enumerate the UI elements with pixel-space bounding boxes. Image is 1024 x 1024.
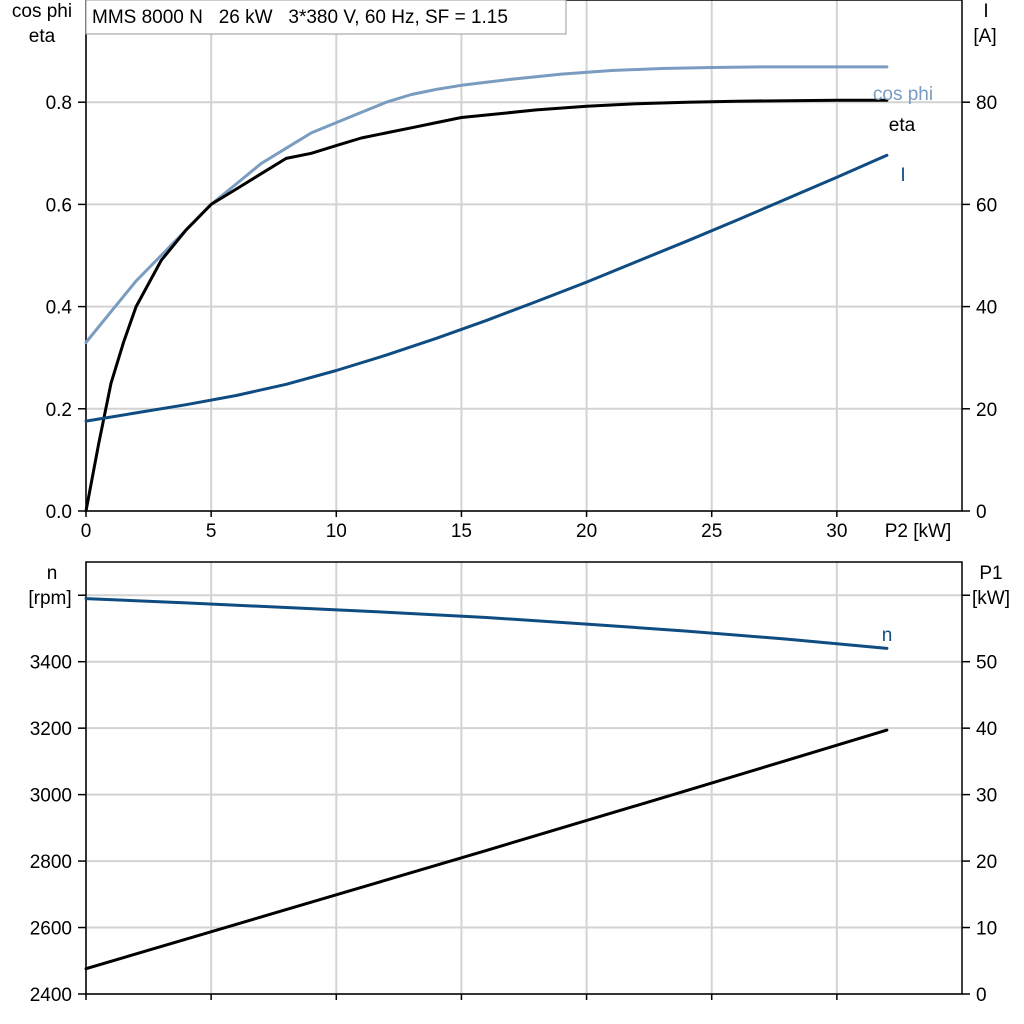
rpm-tick-label: 2400 [30,985,72,1006]
bottom-gridlines [85,562,962,995]
bottom-left-axis-label-2: [rpm] [28,588,71,609]
bottom-right-axis-label-2: [kW] [972,588,1010,609]
top-right-axis-label-1: I [983,1,988,22]
bottom-plot-frame [85,561,963,995]
top-gridlines [85,0,962,512]
p1-tick-label: 20 [976,852,997,873]
series-label-cos-phi: cos phi [873,84,933,105]
bottom-chart-panel: 2400 2600 2800 3000 3200 3400 0 10 20 30 40 50 n [r… [28,561,1010,1006]
left-y-tick-label: 0.2 [46,400,72,421]
bottom-left-axis-label-1: n [47,563,58,584]
bottom-tick-marks: 2400 2600 2800 3000 3200 3400 0 10 20 30 40 50 [30,594,997,1006]
x-tick-label: 10 [326,521,347,542]
rpm-tick-label: 2600 [30,919,72,940]
bottom-series-line-0 [84,597,889,650]
p1-tick-label: 50 [976,653,997,674]
p1-tick-label: 30 [976,786,997,807]
x-tick-label: 0 [81,521,92,542]
x-tick-label: 15 [451,521,472,542]
left-y-tick-label: 0.4 [46,298,73,319]
chart-title-box [85,0,567,35]
rpm-tick-label: 2800 [30,852,72,873]
top-right-axis-label-2: [A] [973,26,996,47]
x-tick-label: 30 [826,521,847,542]
p1-tick-label: 40 [976,719,997,740]
rpm-tick-label: 3000 [30,786,72,807]
left-y-tick-label: 0.8 [46,93,72,114]
right-y-tick-label: 60 [976,195,997,216]
top-left-axis-label-1: cos phi [12,1,72,22]
top-left-axis-label-2: eta [29,26,56,47]
right-y-tick-label: 40 [976,298,997,319]
top-series-line-2 [84,153,889,423]
rpm-tick-label: 3400 [30,653,72,674]
right-y-tick-label: 0 [976,502,987,523]
bottom-right-axis-label-1: P1 [979,563,1002,584]
p1-tick-label: 0 [976,985,987,1006]
series-label-current: I [900,165,905,186]
left-y-tick-label: 0.0 [46,502,72,523]
series-label-eta: eta [889,115,916,136]
x-tick-label: 20 [576,521,597,542]
x-tick-label: 5 [206,521,217,542]
bottom-curves [84,597,889,971]
x-tick-label: 25 [701,521,722,542]
right-y-tick-label: 20 [976,400,997,421]
right-y-tick-label: 80 [976,93,997,114]
x-axis-title: P2 [kW] [885,521,952,542]
rpm-tick-label: 3200 [30,719,72,740]
top-series-line-1 [84,98,889,513]
chart-title: MMS 8000 N 26 kW 3*380 V, 60 Hz, SF = 1.… [92,7,508,28]
left-y-tick-label: 0.6 [46,195,72,216]
top-chart-panel: 0 5 10 15 20 25 30 0.0 0.2 0.4 0.6 0.8 0 20 40 60 80 MMS… [12,0,997,542]
top-plot-frame [85,0,963,512]
series-label-speed: n [882,625,893,646]
p1-tick-label: 10 [976,919,997,940]
top-curves [84,65,889,513]
bottom-series-line-1 [84,728,889,971]
top-tick-marks: 0 5 10 15 20 25 30 0.0 0.2 0.4 0.6 0.8 0 20 40 60 80 [46,93,998,542]
